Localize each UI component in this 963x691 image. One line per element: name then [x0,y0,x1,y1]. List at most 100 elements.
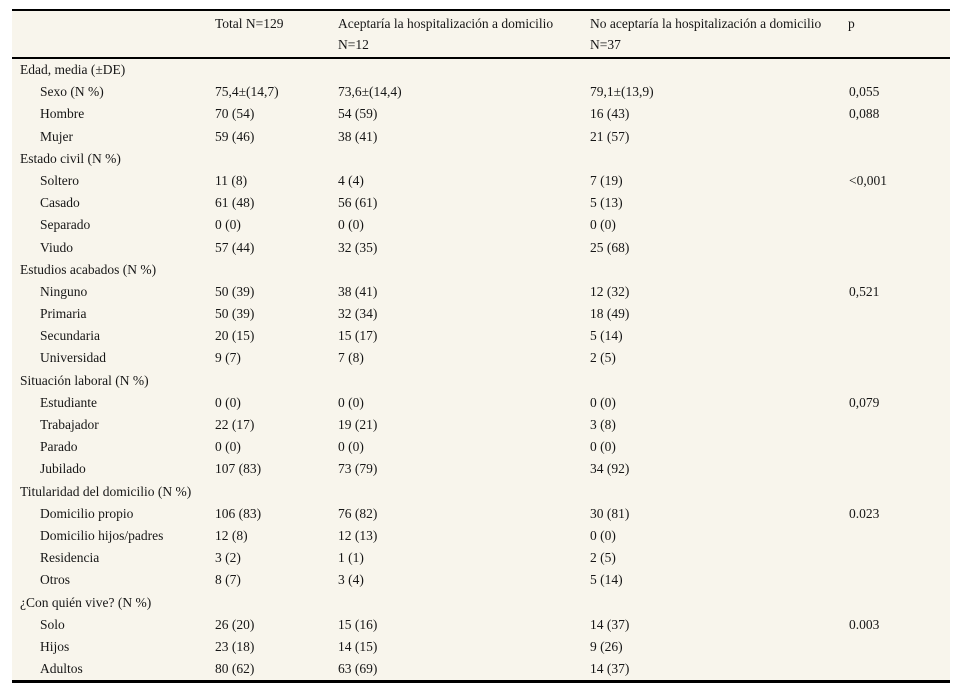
cell-total: 75,4±(14,7) [215,84,279,100]
row-label: Sexo (N %) [40,84,104,100]
cell-p-value [848,259,942,281]
cell-noaccept [590,481,848,503]
cell-accept: 73 (79) [338,461,378,477]
cell-accept: 7 (8) [338,350,364,366]
row-label: Jubilado [40,461,86,477]
cell-noaccept [590,370,848,392]
header-accept-n: N=12 [338,36,369,52]
table-row: Estudios acabados (N %) [20,259,942,281]
cell-p-value: 0.023 [849,505,880,521]
cell-noaccept: 5 (13) [590,195,623,211]
cell-accept [338,592,590,614]
table-row: Estado civil (N %) [20,148,942,170]
cell-total: 80 (62) [215,661,255,677]
cell-accept: 32 (35) [338,239,378,255]
table-row: Trabajador 22 (17) 19 (21) 3 (8) [20,414,942,436]
cell-total: 0 (0) [215,439,241,455]
row-label: ¿Con quién vive? (N %) [20,594,152,610]
cell-p-value [848,525,942,547]
cell-accept: 56 (61) [338,195,378,211]
cell-accept: 15 (16) [338,616,378,632]
table-row: Domicilio propio 106 (83) 76 (82) 30 (81… [20,503,942,525]
table-row: Edad, media (±DE) [20,59,942,81]
cell-accept: 12 (13) [338,527,378,543]
table-row: Solo 26 (20) 15 (16) 14 (37) 0.003 [20,614,942,636]
cell-p-value [848,303,942,325]
cell-total [215,259,338,281]
cell-noaccept: 18 (49) [590,306,630,322]
cell-total: 12 (8) [215,527,248,543]
cell-total: 26 (20) [215,616,255,632]
table-row: Domicilio hijos/padres 12 (8) 12 (13) 0 … [20,525,942,547]
characteristics-table: Total N=129 Aceptaría la hospitalización… [12,9,950,684]
cell-accept: 0 (0) [338,394,364,410]
cell-accept: 0 (0) [338,217,364,233]
header-noaccept: No aceptaría la hospitalización a domici… [590,14,848,55]
header-p-label: p [848,16,855,31]
header-label-column [20,14,215,55]
cell-noaccept: 14 (37) [590,661,630,677]
cell-noaccept: 9 (26) [590,638,623,654]
table-row: Estudiante 0 (0) 0 (0) 0 (0) 0,079 [20,392,942,414]
cell-noaccept: 2 (5) [590,550,616,566]
table-row: Viudo 57 (44) 32 (35) 25 (68) [20,237,942,259]
table-header-row: Total N=129 Aceptaría la hospitalización… [12,11,950,59]
header-accept-line1: Aceptaría la hospitalización a domicilio [338,16,554,31]
cell-noaccept: 2 (5) [590,350,616,366]
row-label: Solo [40,616,65,632]
cell-accept: 1 (1) [338,550,364,566]
cell-noaccept: 0 (0) [590,394,616,410]
cell-noaccept: 25 (68) [590,239,630,255]
row-label: Estado civil (N %) [20,150,121,166]
cell-accept [338,481,590,503]
table-row: Separado 0 (0) 0 (0) 0 (0) [20,214,942,236]
cell-total: 0 (0) [215,217,241,233]
cell-total: 61 (48) [215,195,255,211]
cell-total: 70 (54) [215,106,255,122]
cell-noaccept: 0 (0) [590,527,616,543]
row-label: Viudo [40,239,73,255]
cell-p-value: 0,521 [849,283,880,299]
cell-accept: 3 (4) [338,572,364,588]
cell-p-value: 0.003 [849,616,880,632]
header-accept: Aceptaría la hospitalización a domicilio… [338,14,590,55]
cell-p-value [848,192,942,214]
cell-total [215,148,338,170]
row-label: Otros [40,572,70,588]
row-label: Titularidad del domicilio (N %) [20,483,192,499]
cell-p-value [848,59,942,81]
table-row: Residencia 3 (2) 1 (1) 2 (5) [20,547,942,569]
cell-accept: 38 (41) [338,283,378,299]
cell-noaccept: 0 (0) [590,439,616,455]
cell-total: 50 (39) [215,283,255,299]
cell-accept: 73,6±(14,4) [338,84,402,100]
cell-noaccept: 16 (43) [590,106,630,122]
table-body: Edad, media (±DE) Sexo (N %) 75,4±(14,7)… [12,59,950,680]
cell-total: 0 (0) [215,394,241,410]
row-label: Soltero [40,172,79,188]
row-label: Situación laboral (N %) [20,372,149,388]
cell-noaccept: 5 (14) [590,572,623,588]
table-row: Casado 61 (48) 56 (61) 5 (13) [20,192,942,214]
cell-total: 57 (44) [215,239,255,255]
table-row: ¿Con quién vive? (N %) [20,592,942,614]
cell-noaccept: 34 (92) [590,461,630,477]
cell-p-value [848,658,942,680]
row-label: Hijos [40,638,70,654]
cell-accept: 4 (4) [338,172,364,188]
cell-total [215,370,338,392]
cell-total: 50 (39) [215,306,255,322]
cell-total: 11 (8) [215,172,248,188]
header-noaccept-n: N=37 [590,36,621,52]
cell-p-value [848,592,942,614]
row-label: Estudiante [40,394,97,410]
cell-total: 23 (18) [215,638,255,654]
cell-p-value: 0,055 [849,84,880,100]
cell-accept [338,59,590,81]
row-label: Hombre [40,106,85,122]
cell-p-value [848,148,942,170]
table-row: Mujer 59 (46) 38 (41) 21 (57) [20,126,942,148]
row-label: Primaria [40,306,87,322]
row-label: Parado [40,439,78,455]
row-label: Mujer [40,128,73,144]
